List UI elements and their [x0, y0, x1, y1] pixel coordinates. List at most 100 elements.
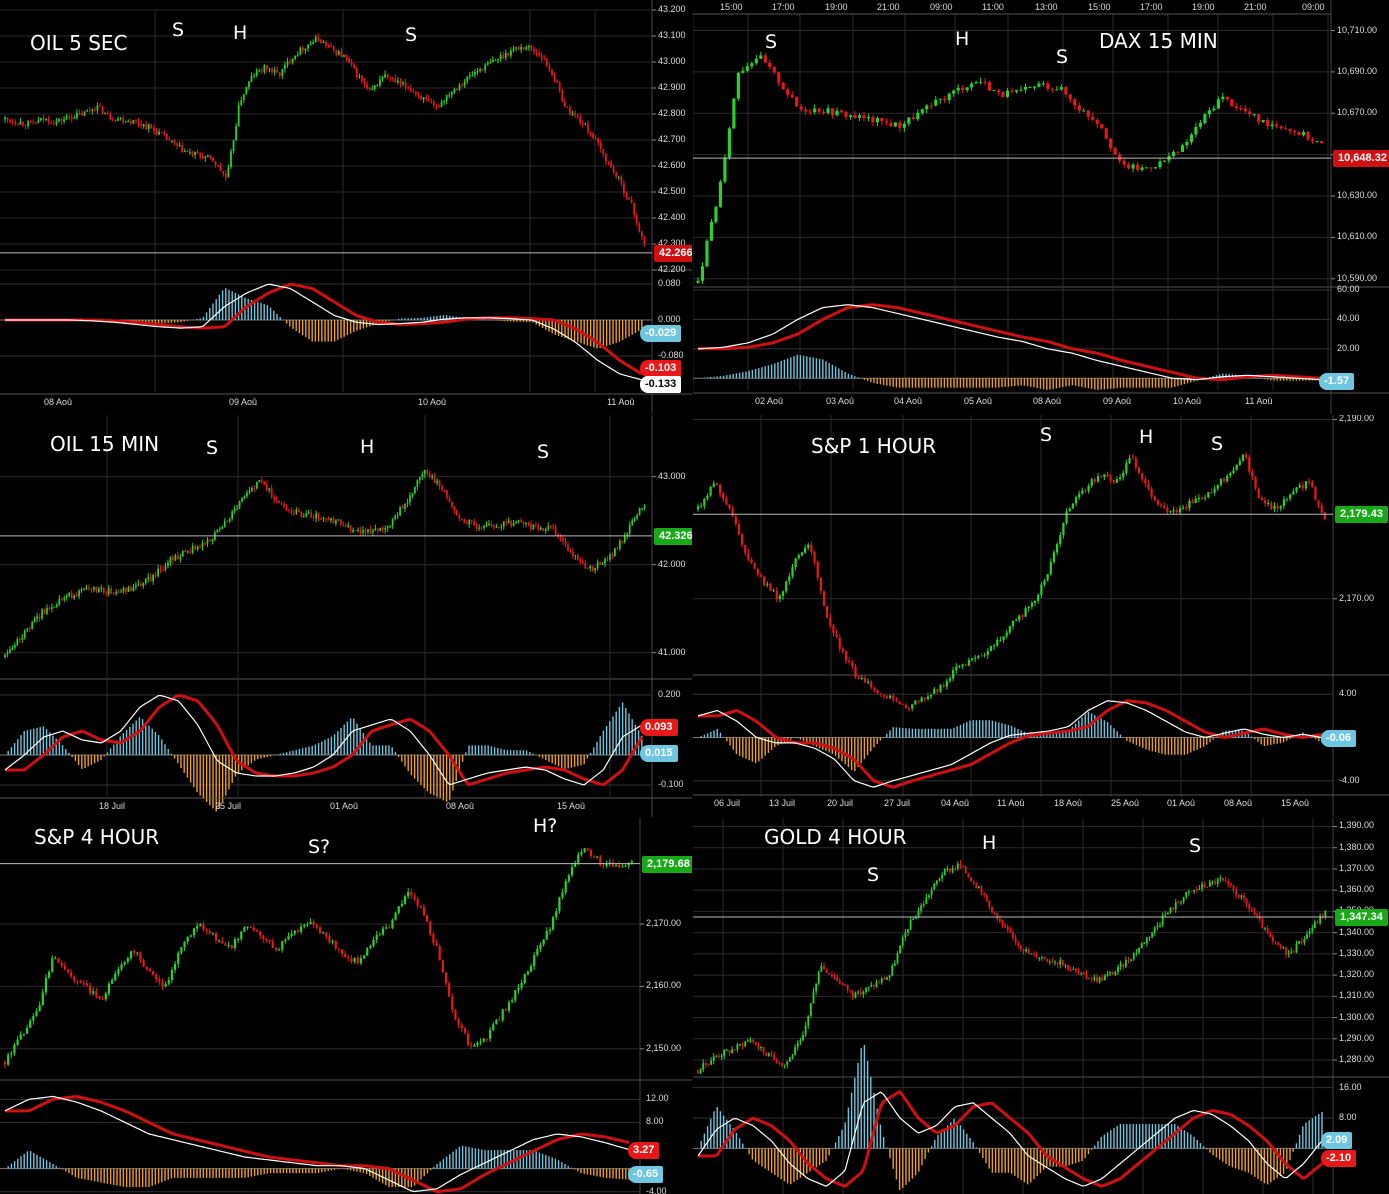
candle-body — [1088, 977, 1091, 979]
candle-body — [1301, 485, 1304, 489]
candle-body — [494, 59, 497, 61]
candle-body — [817, 971, 820, 984]
annotation-left-shoulder: S — [765, 31, 778, 53]
candle-body — [898, 122, 902, 128]
candle-body — [369, 529, 372, 533]
y-tick-label: 42.900 — [658, 82, 686, 92]
candle-body — [1221, 96, 1225, 100]
candle-body — [599, 142, 602, 149]
macd-value-tag: 2.09 — [1321, 1132, 1353, 1150]
chart-svg-oil5s — [0, 0, 692, 414]
candle-body — [419, 905, 422, 908]
y-tick-label: 10,630.00 — [1337, 190, 1378, 200]
candle-body — [430, 101, 433, 103]
candle-body — [240, 931, 243, 940]
candle-body — [736, 72, 740, 99]
candle-body — [294, 55, 297, 59]
candle-body — [884, 121, 888, 123]
candle-body — [1303, 939, 1306, 943]
top-time-tick-label: 15:00 — [720, 2, 743, 12]
candle-body — [167, 979, 170, 984]
candle-body — [1082, 110, 1086, 112]
candle-body — [488, 523, 490, 526]
candle-body — [1208, 881, 1211, 887]
candle-body — [1106, 973, 1109, 976]
candle-body — [432, 934, 435, 944]
top-time-tick-label: 17:00 — [772, 2, 795, 12]
candle-body — [828, 972, 831, 975]
candle-body — [870, 681, 873, 688]
candle-body — [830, 974, 833, 977]
x-tick-label: 06 Juil — [714, 798, 741, 808]
candle-body — [584, 123, 587, 125]
candle-body — [7, 1054, 10, 1065]
y-tick-label: 42.800 — [658, 108, 686, 118]
candle-body — [1080, 972, 1083, 974]
candle-body — [1298, 485, 1301, 488]
candle-body — [1306, 933, 1308, 940]
candle-body — [1038, 958, 1041, 960]
candle-body — [970, 83, 974, 88]
candle-body — [636, 515, 638, 519]
candle-body — [179, 556, 182, 560]
candle-body — [747, 552, 750, 560]
candle-body — [111, 119, 114, 121]
candle-body — [1022, 948, 1025, 952]
candle-body — [772, 590, 775, 592]
candle-body — [1043, 957, 1046, 960]
candle-body — [502, 55, 505, 59]
candle-body — [1295, 487, 1298, 492]
candle-body — [1277, 942, 1280, 946]
last-price-tag: 42.326 — [654, 527, 692, 545]
macd-y-tick-label: 0.000 — [658, 314, 681, 324]
candle-body — [867, 986, 870, 989]
candle-body — [60, 963, 63, 966]
candle-body — [812, 991, 815, 1004]
candle-body — [1216, 484, 1219, 489]
candle-body — [291, 58, 294, 63]
candle-body — [98, 996, 101, 999]
candle-body — [418, 476, 421, 481]
candle-body — [1273, 505, 1276, 509]
x-tick-label: 04 Aoû — [894, 396, 923, 406]
candle-body — [883, 978, 886, 980]
candle-body — [988, 900, 991, 908]
candle-body — [245, 87, 248, 95]
macd-signal-line — [5, 282, 643, 376]
candle-body — [625, 193, 628, 198]
candle-body — [885, 696, 889, 698]
candle-body — [110, 980, 114, 984]
macd-y-tick-label: 8.00 — [646, 1116, 664, 1127]
candle-body — [714, 206, 718, 222]
candle-body — [823, 966, 825, 970]
candle-body — [400, 903, 404, 907]
candle-body — [35, 1011, 38, 1016]
candle-body — [1261, 919, 1264, 929]
candle-body — [904, 704, 908, 709]
candle-body — [1288, 128, 1292, 132]
candle-body — [258, 479, 261, 483]
candle-body — [964, 664, 967, 666]
candle-body — [522, 521, 525, 524]
candle-body — [401, 507, 404, 509]
candle-body — [68, 592, 71, 597]
y-tick-label: 1,300.00 — [1339, 1011, 1375, 1022]
candle-body — [1046, 83, 1050, 89]
annotation-shoulder-question: S? — [308, 836, 331, 858]
candle-body — [124, 121, 127, 123]
candle-body — [315, 925, 318, 928]
macd-signal-line — [698, 1089, 1323, 1188]
candle-body — [1049, 562, 1052, 575]
candle-body — [184, 550, 187, 552]
candle-body — [797, 555, 800, 559]
candle-body — [240, 100, 243, 106]
candle-body — [1248, 457, 1251, 472]
candle-body — [1150, 488, 1153, 497]
candle-body — [802, 1034, 804, 1041]
y-tick-label: 1,370.00 — [1339, 862, 1375, 873]
candle-body — [278, 72, 281, 77]
candle-body — [607, 161, 610, 163]
candle-body — [206, 155, 209, 157]
candle-body — [523, 974, 526, 984]
candle-body — [446, 490, 448, 498]
